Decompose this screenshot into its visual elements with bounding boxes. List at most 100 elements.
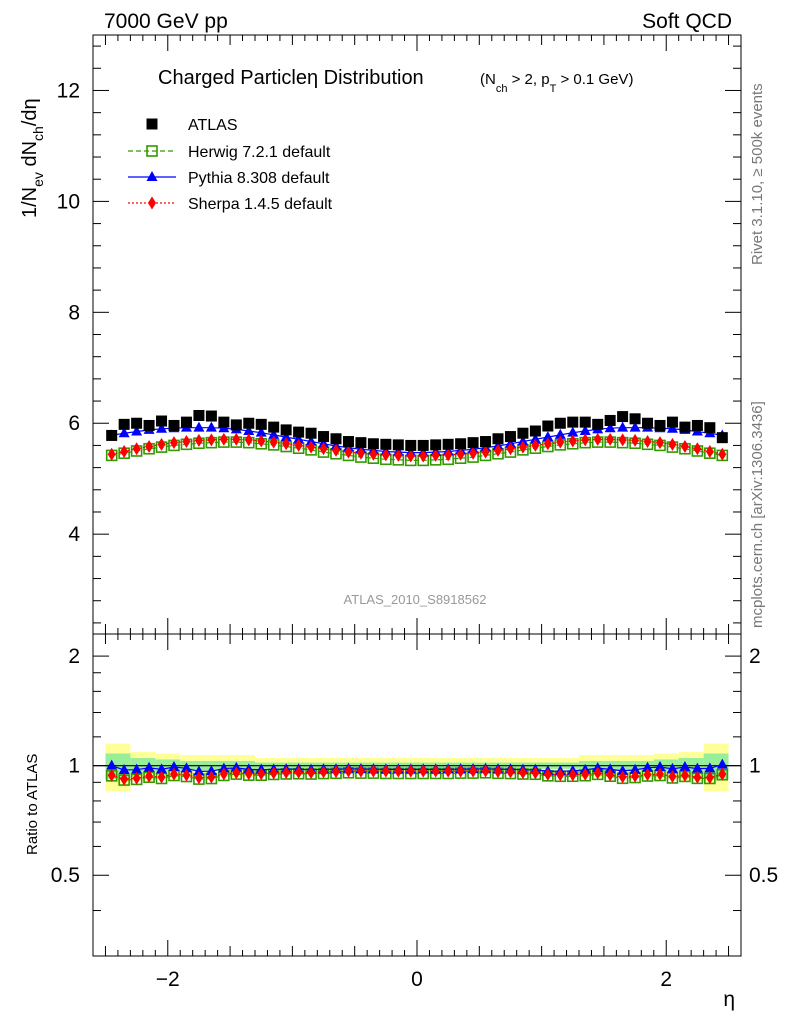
point-s3-15	[294, 438, 303, 452]
point-s3-46	[680, 440, 689, 454]
y-tick-label-4: 12	[57, 79, 80, 102]
point-s0-26	[430, 439, 442, 451]
chart-title: Charged Particleη Distribution	[158, 67, 424, 89]
point-s0-18	[330, 433, 342, 445]
point-s0-45	[666, 416, 678, 428]
ratio-ticks: −2 0 2 0.5 0.5 1 1 2 2	[51, 634, 778, 991]
ratio-point-s2-0	[106, 759, 118, 770]
point-s3-6	[182, 435, 191, 449]
y-tick-label-3: 10	[57, 190, 80, 213]
point-s3-21	[369, 447, 378, 461]
point-s0-14	[280, 424, 292, 436]
ratio-point-s3-2	[132, 771, 141, 785]
ratio-point-s2-4	[156, 763, 168, 774]
point-s0-40	[604, 414, 616, 426]
ratio-point-s3-48	[705, 771, 714, 785]
watermark: ATLAS_2010_S8918562	[344, 592, 487, 607]
ratio-point-s3-28	[456, 764, 465, 778]
point-s0-16	[305, 427, 317, 439]
point-s3-26	[431, 448, 440, 462]
point-s0-22	[380, 438, 392, 450]
point-s0-28	[455, 438, 467, 450]
point-s3-47	[693, 442, 702, 456]
ratio-point-s3-40	[606, 768, 615, 782]
point-s0-8	[205, 410, 217, 422]
ratio-point-s3-19	[344, 764, 353, 778]
point-s0-30	[480, 436, 492, 448]
point-s0-11	[243, 417, 255, 429]
ratio-point-s3-39	[593, 766, 602, 780]
point-s2-41	[617, 421, 629, 432]
ratio-point-s3-12	[257, 767, 266, 781]
point-s2-37	[567, 426, 579, 437]
point-s0-36	[554, 417, 566, 429]
point-s3-40	[606, 432, 615, 446]
rivet-label: Rivet 3.1.10, ≥ 500k events	[749, 83, 766, 265]
ratio-point-s2-45	[666, 762, 678, 773]
ratio-point-s2-44	[654, 761, 666, 772]
ratio-point-s3-49	[718, 767, 727, 781]
ratio-point-s3-17	[319, 765, 328, 779]
point-s3-30	[481, 445, 490, 459]
point-s3-23	[394, 448, 403, 462]
point-s3-1	[120, 445, 129, 459]
ratio-point-s3-3	[145, 769, 154, 783]
ratio-point-s2-48	[704, 762, 716, 773]
point-s3-10	[232, 432, 241, 446]
point-s2-15	[293, 433, 305, 444]
ratio-point-s2-1	[118, 763, 130, 774]
point-s2-2	[131, 425, 143, 436]
ratio-point-s3-34	[531, 766, 540, 780]
main-data-layer	[105, 409, 729, 467]
point-s3-16	[307, 440, 316, 454]
point-s0-23	[392, 439, 404, 451]
ratio-tick-label-right-1: 1	[749, 755, 761, 778]
point-s0-27	[442, 438, 454, 450]
point-s0-3	[143, 419, 155, 431]
ratio-point-s3-21	[369, 764, 378, 778]
ratio-point-s3-30	[481, 764, 490, 778]
point-s3-8	[207, 433, 216, 447]
ratio-point-s3-35	[543, 767, 552, 781]
point-s2-40	[604, 422, 616, 433]
point-s3-11	[244, 433, 253, 447]
point-s0-41	[617, 411, 629, 423]
ratio-point-s3-18	[332, 765, 340, 779]
ratio-tick-label-2: 2	[68, 645, 80, 668]
point-s0-32	[504, 431, 516, 443]
point-s0-21	[367, 438, 379, 450]
mcplots-label: mcplots.cern.ch [arXiv:1306.3436]	[749, 401, 766, 628]
ratio-point-s3-42	[631, 769, 640, 783]
point-s0-39	[592, 418, 604, 430]
legend-marker-0	[146, 118, 158, 130]
point-s3-29	[469, 446, 478, 460]
ratio-axis-title: Ratio to ATLAS	[24, 754, 41, 855]
point-s0-20	[355, 437, 367, 449]
ratio-point-s2-41	[617, 764, 629, 775]
point-s3-2	[132, 442, 141, 456]
point-s3-34	[531, 438, 540, 452]
x-tick-label-2: 2	[660, 968, 672, 991]
point-s2-42	[629, 421, 641, 432]
point-s0-4	[156, 415, 168, 427]
ratio-point-s3-38	[581, 767, 590, 781]
point-s0-42	[629, 413, 641, 425]
y-tick-label-1: 6	[68, 412, 80, 435]
point-s0-13	[268, 421, 280, 433]
ratio-point-s3-10	[232, 766, 241, 780]
ratio-point-s3-31	[494, 765, 502, 779]
point-s0-48	[704, 422, 716, 434]
point-s3-49	[718, 447, 727, 461]
ratio-point-s3-16	[307, 766, 316, 780]
point-s2-7	[193, 421, 205, 432]
point-s0-10	[230, 419, 242, 431]
y-tick-label-0: 4	[68, 523, 80, 546]
point-s3-33	[518, 440, 527, 454]
ratio-point-s2-7	[193, 765, 205, 776]
ratio-point-s3-14	[282, 766, 291, 780]
ratio-tick-label-1: 1	[68, 755, 80, 778]
ratio-point-s3-26	[431, 764, 440, 778]
point-s2-16	[305, 435, 317, 446]
ratio-point-s2-5	[168, 761, 180, 772]
ratio-data-layer	[93, 743, 741, 792]
